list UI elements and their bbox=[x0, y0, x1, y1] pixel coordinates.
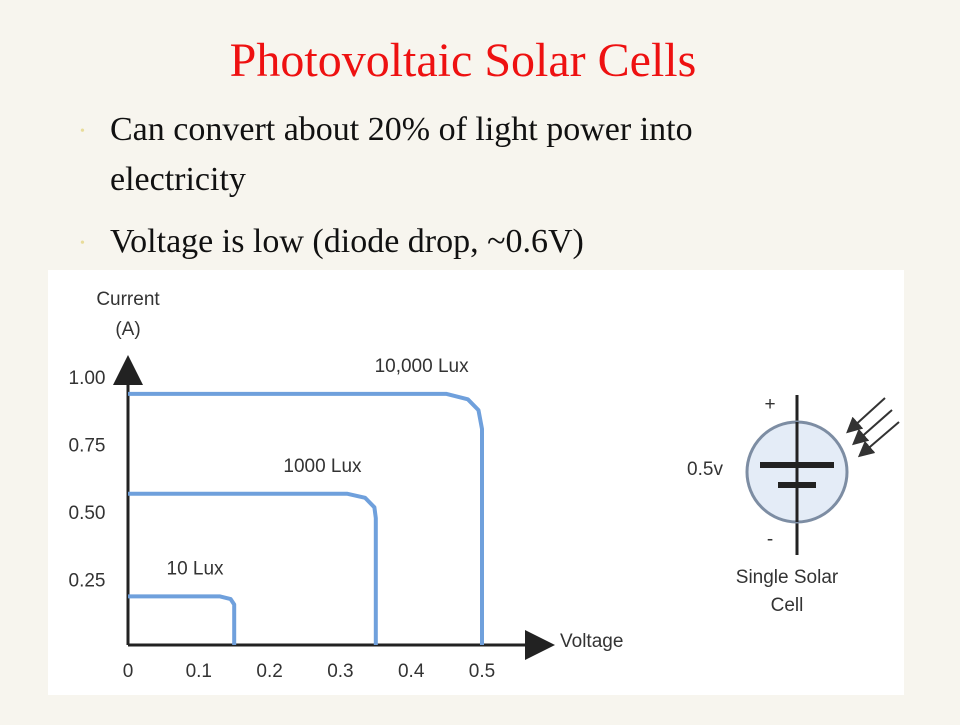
plus-sign: + bbox=[764, 394, 775, 415]
cell-label: Cell bbox=[771, 595, 804, 616]
slide-title: Photovoltaic Solar Cells bbox=[230, 34, 697, 87]
bullet-marker: • bbox=[80, 236, 85, 251]
bullet-text: Voltage is low (diode drop, ~0.6V) bbox=[110, 223, 584, 260]
series-label: 10 Lux bbox=[167, 558, 225, 579]
minus-sign: - bbox=[767, 529, 773, 550]
series-label: 10,000 Lux bbox=[375, 356, 470, 377]
x-tick-label: 0.3 bbox=[327, 661, 353, 682]
light-arrow bbox=[852, 409, 893, 446]
light-arrow bbox=[857, 421, 900, 458]
y-axis-label: Current bbox=[96, 289, 160, 310]
cell-label: Single Solar bbox=[736, 567, 839, 588]
bullet-text: Can convert about 20% of light power int… bbox=[110, 111, 693, 148]
bullet-text: electricity bbox=[110, 161, 246, 198]
y-tick-label: 0.25 bbox=[69, 571, 106, 592]
x-tick-label: 0.2 bbox=[256, 661, 282, 682]
iv-curve bbox=[128, 491, 378, 645]
y-tick-label: 1.00 bbox=[69, 368, 106, 389]
cell-voltage: 0.5v bbox=[687, 459, 723, 480]
bullet-marker: • bbox=[80, 124, 85, 139]
x-tick-label: 0.4 bbox=[398, 661, 425, 682]
x-tick-label: 0.1 bbox=[186, 661, 212, 682]
y-tick-label: 0.75 bbox=[69, 436, 106, 457]
x-tick-label: 0.5 bbox=[469, 661, 495, 682]
light-arrow bbox=[846, 397, 886, 434]
iv-curve bbox=[128, 594, 237, 645]
y-tick-label: 0.50 bbox=[69, 503, 106, 524]
x-tick-label: 0 bbox=[123, 661, 134, 682]
iv-curve bbox=[128, 391, 484, 645]
y-axis-label: (A) bbox=[115, 319, 140, 340]
series-label: 1000 Lux bbox=[283, 456, 362, 477]
x-axis-label: Voltage bbox=[560, 631, 623, 652]
